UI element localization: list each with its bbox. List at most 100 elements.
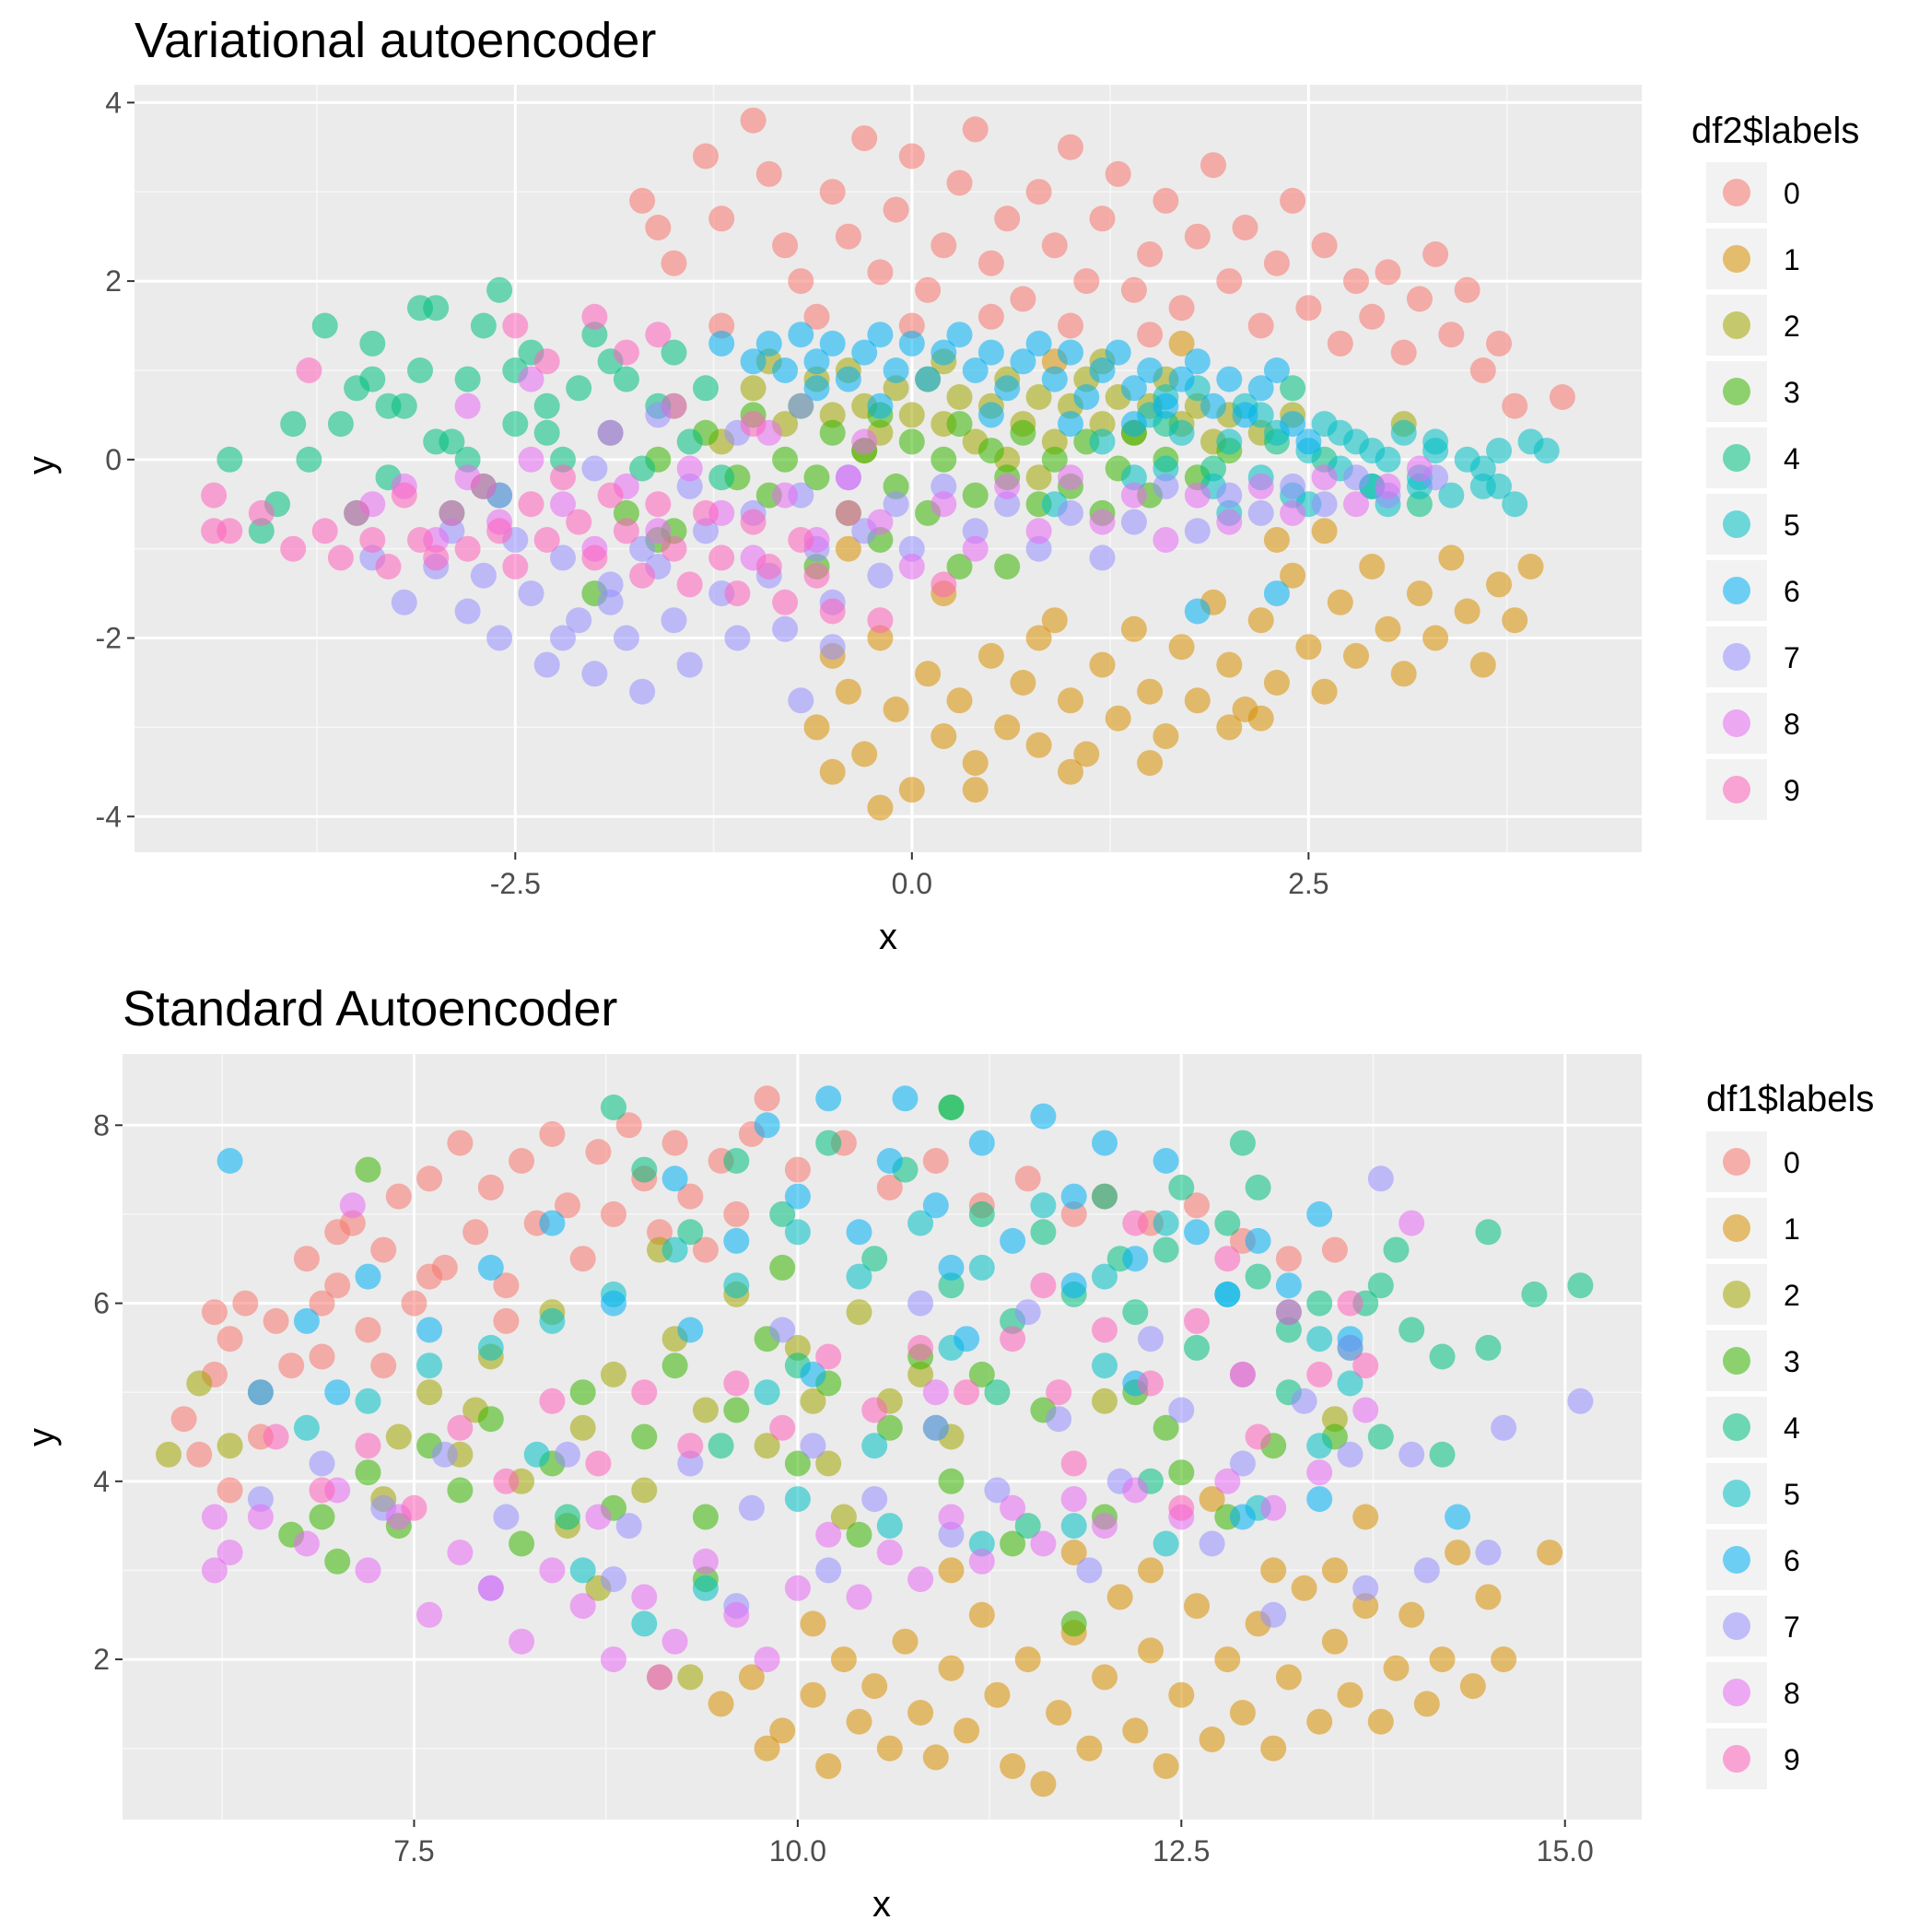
data-point-7: [772, 615, 799, 642]
data-point-4: [1475, 1219, 1502, 1246]
data-point-6: [1445, 1504, 1471, 1530]
data-point-6: [1092, 1130, 1118, 1156]
data-point-8: [454, 392, 481, 419]
data-point-1: [1390, 661, 1417, 687]
data-point-1: [769, 1717, 796, 1744]
data-point-6: [1232, 402, 1258, 428]
legend-swatch: [1723, 1546, 1750, 1574]
data-point-2: [1092, 1388, 1118, 1414]
data-point-1: [1367, 1708, 1394, 1735]
data-point-7: [1311, 491, 1338, 518]
data-point-1: [938, 1655, 965, 1681]
data-point-1: [1153, 1753, 1179, 1779]
data-point-6: [772, 357, 799, 383]
data-point-8: [1216, 509, 1243, 535]
data-point-8: [645, 518, 672, 544]
data-point-8: [1120, 482, 1147, 509]
data-point-5: [1153, 455, 1179, 482]
data-point-7: [1138, 1326, 1164, 1352]
data-point-6: [800, 1361, 826, 1388]
y-tick-label: -2: [96, 622, 122, 655]
data-point-1: [1092, 1664, 1118, 1691]
data-point-7: [1014, 1299, 1041, 1326]
data-point-8: [723, 1601, 750, 1628]
data-point-1: [1138, 1557, 1164, 1584]
data-point-0: [447, 1130, 474, 1156]
data-point-7: [1337, 1441, 1363, 1468]
data-point-3: [661, 1352, 688, 1379]
data-point-5: [1327, 419, 1353, 446]
data-point-4: [631, 1156, 658, 1183]
data-point-4: [407, 357, 433, 383]
data-point-4: [533, 419, 560, 446]
data-point-1: [994, 714, 1021, 741]
y-tick-label: -4: [96, 800, 122, 833]
legend-label: 1: [1784, 243, 1800, 276]
data-point-0: [416, 1263, 443, 1290]
data-point-1: [835, 678, 861, 705]
data-point-7: [693, 518, 719, 544]
data-point-0: [509, 1148, 535, 1174]
data-point-8: [247, 1504, 274, 1530]
data-point-1: [1216, 714, 1243, 741]
data-point-9: [533, 348, 560, 375]
data-point-0: [1438, 322, 1465, 348]
y-tick-label: 8: [93, 1108, 110, 1142]
data-point-5: [1168, 419, 1195, 446]
data-point-1: [1058, 758, 1083, 785]
data-point-0: [1295, 295, 1322, 322]
data-point-2: [883, 375, 909, 402]
data-point-5: [754, 1379, 780, 1406]
data-point-1: [1375, 615, 1401, 642]
data-point-5: [846, 1263, 872, 1290]
data-point-6: [1089, 357, 1116, 383]
data-point-1: [1537, 1540, 1563, 1566]
data-point-1: [1060, 1540, 1087, 1566]
data-point-8: [661, 1628, 688, 1655]
legend-swatch: [1723, 643, 1750, 671]
data-point-0: [370, 1352, 397, 1379]
data-point-1: [1429, 1646, 1456, 1673]
data-point-3: [631, 1423, 658, 1450]
data-point-1: [954, 1717, 980, 1744]
data-point-3: [994, 554, 1021, 580]
data-point-7: [1343, 464, 1369, 491]
data-point-3: [355, 1459, 381, 1486]
data-point-6: [954, 1326, 980, 1352]
data-point-8: [898, 554, 925, 580]
data-point-0: [309, 1290, 335, 1317]
data-point-1: [1321, 1628, 1348, 1655]
data-point-8: [217, 1540, 243, 1566]
data-point-4: [1475, 1334, 1502, 1361]
data-point-4: [296, 446, 322, 473]
data-point-4: [861, 1246, 888, 1272]
data-point-6: [922, 1192, 949, 1219]
data-point-9: [439, 499, 465, 526]
data-point-4: [423, 428, 450, 455]
data-point-6: [1010, 348, 1036, 375]
data-point-9: [423, 544, 450, 571]
data-point-4: [1429, 1441, 1456, 1468]
data-point-0: [1263, 250, 1290, 276]
data-point-9: [613, 518, 639, 544]
data-point-0: [186, 1441, 213, 1468]
data-point-9: [724, 580, 751, 607]
data-point-6: [477, 1254, 504, 1281]
data-point-9: [407, 527, 433, 553]
data-point-9: [391, 482, 417, 509]
data-point-0: [1060, 1200, 1087, 1227]
data-point-3: [876, 1414, 903, 1441]
data-point-6: [1025, 330, 1052, 357]
data-point-5: [523, 1441, 550, 1468]
data-point-8: [601, 1646, 626, 1673]
data-point-4: [708, 464, 735, 491]
data-point-1: [977, 642, 1004, 669]
data-point-7: [1058, 499, 1083, 526]
data-point-1: [1138, 1637, 1164, 1664]
data-point-9: [1337, 1290, 1363, 1317]
data-point-9: [867, 607, 894, 634]
data-point-6: [994, 375, 1021, 402]
data-point-8: [1184, 482, 1211, 509]
data-point-3: [803, 464, 830, 491]
data-point-5: [1422, 428, 1449, 455]
